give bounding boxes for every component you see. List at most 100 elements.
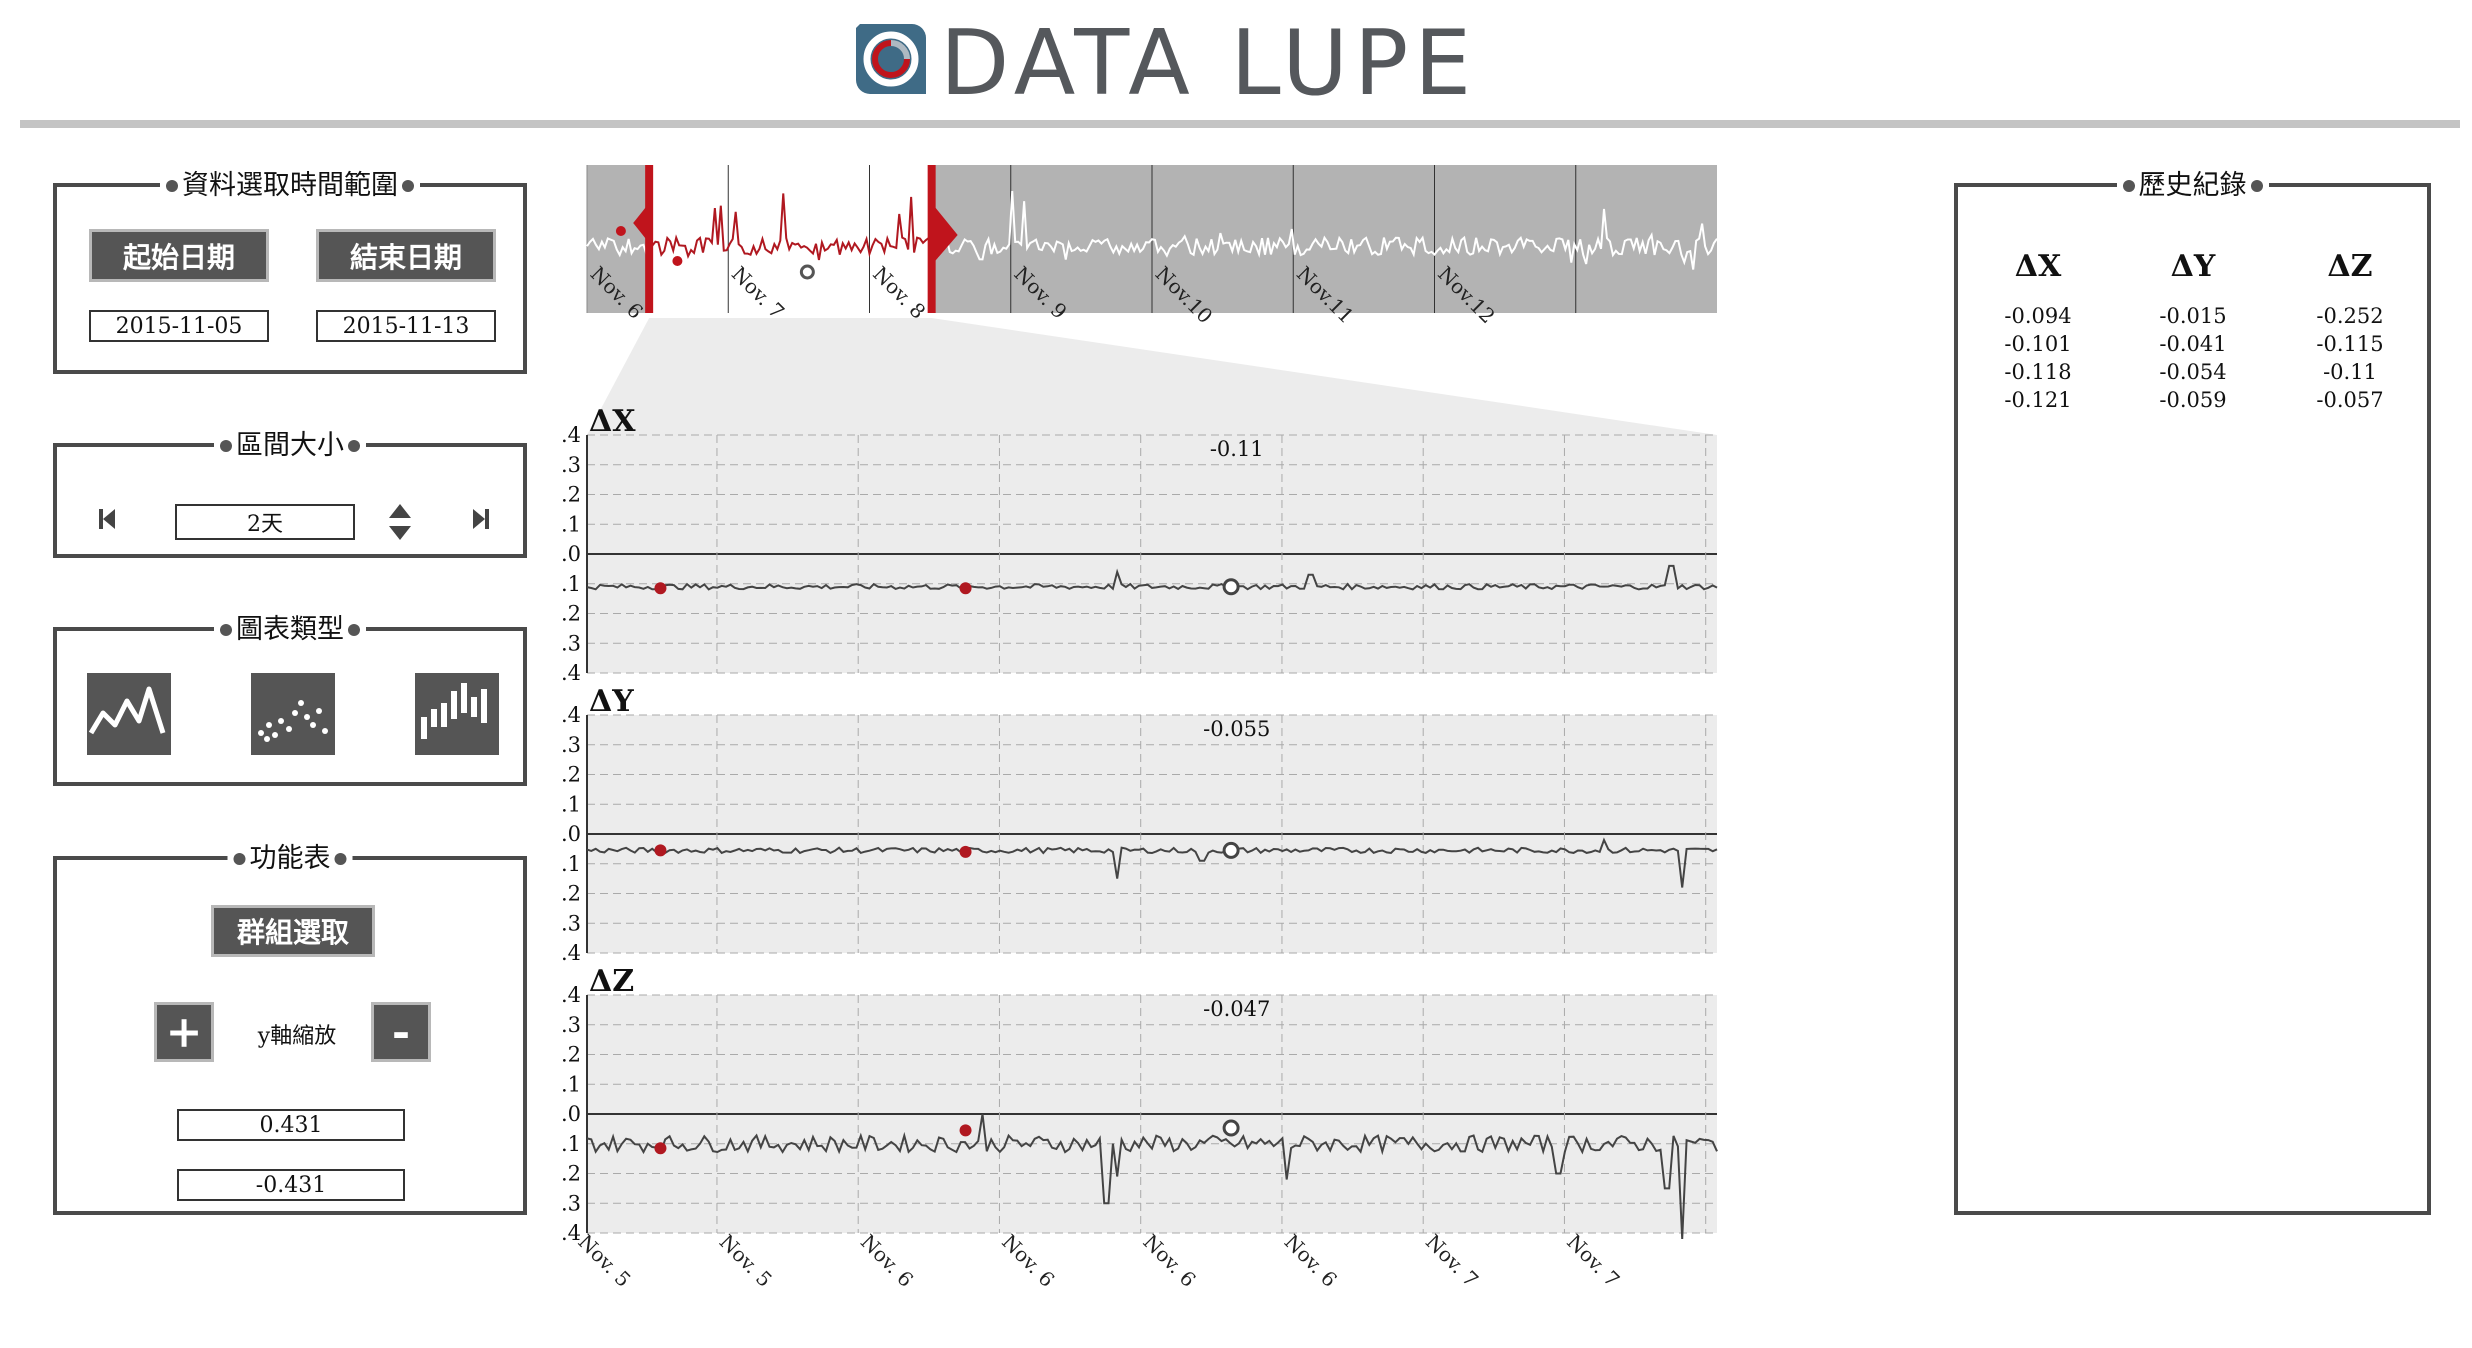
x-tick-label: Nov. 7 — [1562, 1230, 1624, 1292]
overview-series-line — [931, 191, 1718, 270]
y-tick-label: 0.2 — [560, 483, 581, 507]
history-column-dz: ΔZ -0.252 -0.115 -0.11 -0.057 — [2270, 232, 2430, 414]
y-tick-label: -0.3 — [560, 631, 581, 655]
selection-marker — [959, 1124, 972, 1137]
y-tick-label: -0.3 — [560, 911, 581, 935]
end-date-button[interactable]: 結束日期 — [316, 229, 496, 282]
y-tick-label: 0.2 — [560, 1043, 581, 1067]
y-zoom-label: y軸縮放 — [257, 1024, 337, 1049]
scatter-chart-icon[interactable] — [251, 673, 335, 755]
y-tick-label: -0.1 — [560, 852, 581, 876]
interval-legend: 區間大小 — [214, 431, 366, 461]
value-readout: -0.11 — [1210, 437, 1264, 461]
value-readout: -0.055 — [1203, 717, 1270, 741]
x-tick-label: Nov. 6 — [997, 1230, 1059, 1292]
history-column-dx: ΔX -0.094 -0.101 -0.118 -0.121 — [1958, 232, 2118, 414]
date-range-title: 資料選取時間範圍 — [182, 170, 398, 201]
x-tick-label: Nov. 7 — [1421, 1230, 1483, 1292]
legend-dot-icon — [348, 440, 360, 452]
series-line — [586, 1113, 1718, 1240]
end-date-field[interactable]: 2015-11-13 — [316, 310, 496, 342]
y-tick-label: 0.0 — [560, 542, 581, 566]
y-tick-label: 0.4 — [560, 423, 581, 447]
y-tick-label: -0.4 — [560, 1221, 581, 1245]
x-tick-label: Nov. 6 — [856, 1230, 918, 1292]
value-readout: -0.047 — [1203, 997, 1270, 1021]
y-tick-label: 0.4 — [560, 703, 581, 727]
cursor-marker — [1222, 578, 1240, 596]
y-tick-label: 0.3 — [560, 1013, 581, 1037]
y-tick-label: 0.1 — [560, 1072, 581, 1096]
history-header: ΔX — [2014, 249, 2062, 284]
interval-size-field[interactable]: 2天 — [175, 504, 355, 540]
y-tick-label: 0.2 — [560, 763, 581, 787]
start-date-field[interactable]: 2015-11-05 — [89, 310, 269, 342]
functions-title: 功能表 — [249, 843, 331, 874]
y-tick-label: 0.3 — [560, 733, 581, 757]
y-tick-label: -0.3 — [560, 1191, 581, 1215]
y-tick-label: 0.0 — [560, 1102, 581, 1126]
skip-forward-icon[interactable] — [471, 507, 491, 531]
app-title: DATA LUPE — [940, 11, 1478, 116]
history-cell: -0.054 — [2159, 360, 2227, 384]
skip-back-icon[interactable] — [97, 507, 117, 531]
selection-marker — [959, 582, 972, 595]
y-tick-label: -0.1 — [560, 1132, 581, 1156]
history-title: 歷史紀錄 — [2138, 170, 2247, 201]
up-down-stepper-icon[interactable] — [387, 502, 413, 542]
series-label: ΔX — [589, 404, 636, 439]
bar-chart-icon[interactable] — [415, 673, 499, 755]
app-header: DATA LUPE — [0, 0, 2472, 130]
selection-marker — [959, 845, 972, 858]
y-zoom-out-button[interactable]: - — [371, 1002, 431, 1062]
group-select-button[interactable]: 群組選取 — [211, 905, 375, 957]
x-tick-label: Nov. 6 — [1138, 1230, 1200, 1292]
overview-brush-grip — [931, 203, 958, 265]
y-max-field[interactable]: 0.431 — [177, 1109, 405, 1141]
selection-marker — [654, 1142, 667, 1155]
legend-dot-icon — [220, 624, 232, 636]
date-range-legend: 資料選取時間範圍 — [160, 171, 420, 201]
overview-series-line — [586, 237, 648, 258]
y-tick-label: -0.4 — [560, 941, 581, 965]
legend-dot-icon — [348, 624, 360, 636]
functions-panel: 功能表 群組選取 + y軸縮放 - 0.431 -0.431 — [53, 844, 527, 1215]
zoom-connector — [587, 318, 1717, 435]
selection-marker — [654, 582, 667, 595]
y-tick-label: 0.1 — [560, 512, 581, 536]
chart-area[interactable]: Nov. 6 Nov. 7 Nov. 8 Nov. 9 Nov.10 Nov.11 Nov.… — [560, 0, 1760, 1348]
history-table: ΔX -0.094 -0.101 -0.118 -0.121 ΔY -0.015… — [1958, 232, 2428, 532]
legend-dot-icon — [233, 853, 246, 865]
start-date-button[interactable]: 起始日期 — [89, 229, 269, 282]
interval-panel: 區間大小 2天 — [53, 431, 527, 558]
legend-dot-icon — [334, 853, 347, 865]
date-range-panel: 資料選取時間範圍 起始日期 結束日期 2015-11-05 2015-11-13 — [53, 171, 527, 374]
y-tick-label: 0.4 — [560, 983, 581, 1007]
x-tick-label: Nov. 5 — [715, 1230, 777, 1292]
y-tick-label: -0.2 — [560, 882, 581, 906]
history-cell: -0.252 — [2316, 304, 2384, 328]
chart-type-legend: 圖表類型 — [214, 615, 366, 645]
history-header: ΔY — [2170, 249, 2216, 284]
legend-dot-icon — [402, 180, 414, 192]
y-tick-label: -0.2 — [560, 1162, 581, 1186]
header-divider — [20, 120, 2460, 128]
line-chart-icon[interactable] — [87, 673, 171, 755]
functions-legend: 功能表 — [227, 843, 353, 874]
y-min-field[interactable]: -0.431 — [177, 1169, 405, 1201]
history-cell: -0.057 — [2316, 388, 2384, 412]
y-zoom-in-button[interactable]: + — [154, 1002, 214, 1062]
history-cell: -0.121 — [2004, 388, 2072, 412]
overview-marker — [615, 226, 626, 236]
x-tick-label: Nov. 5 — [573, 1230, 635, 1292]
history-legend: 歷史紀錄 — [2116, 170, 2269, 201]
series-line — [586, 564, 1718, 591]
history-cell: -0.11 — [2323, 360, 2377, 384]
overview-brush-grip — [633, 203, 650, 243]
legend-dot-icon — [220, 440, 232, 452]
legend-dot-icon — [166, 180, 178, 192]
y-tick-label: -0.1 — [560, 572, 581, 596]
history-cell: -0.094 — [2004, 304, 2072, 328]
series-label: ΔY — [589, 684, 634, 719]
history-cell: -0.015 — [2159, 304, 2227, 328]
